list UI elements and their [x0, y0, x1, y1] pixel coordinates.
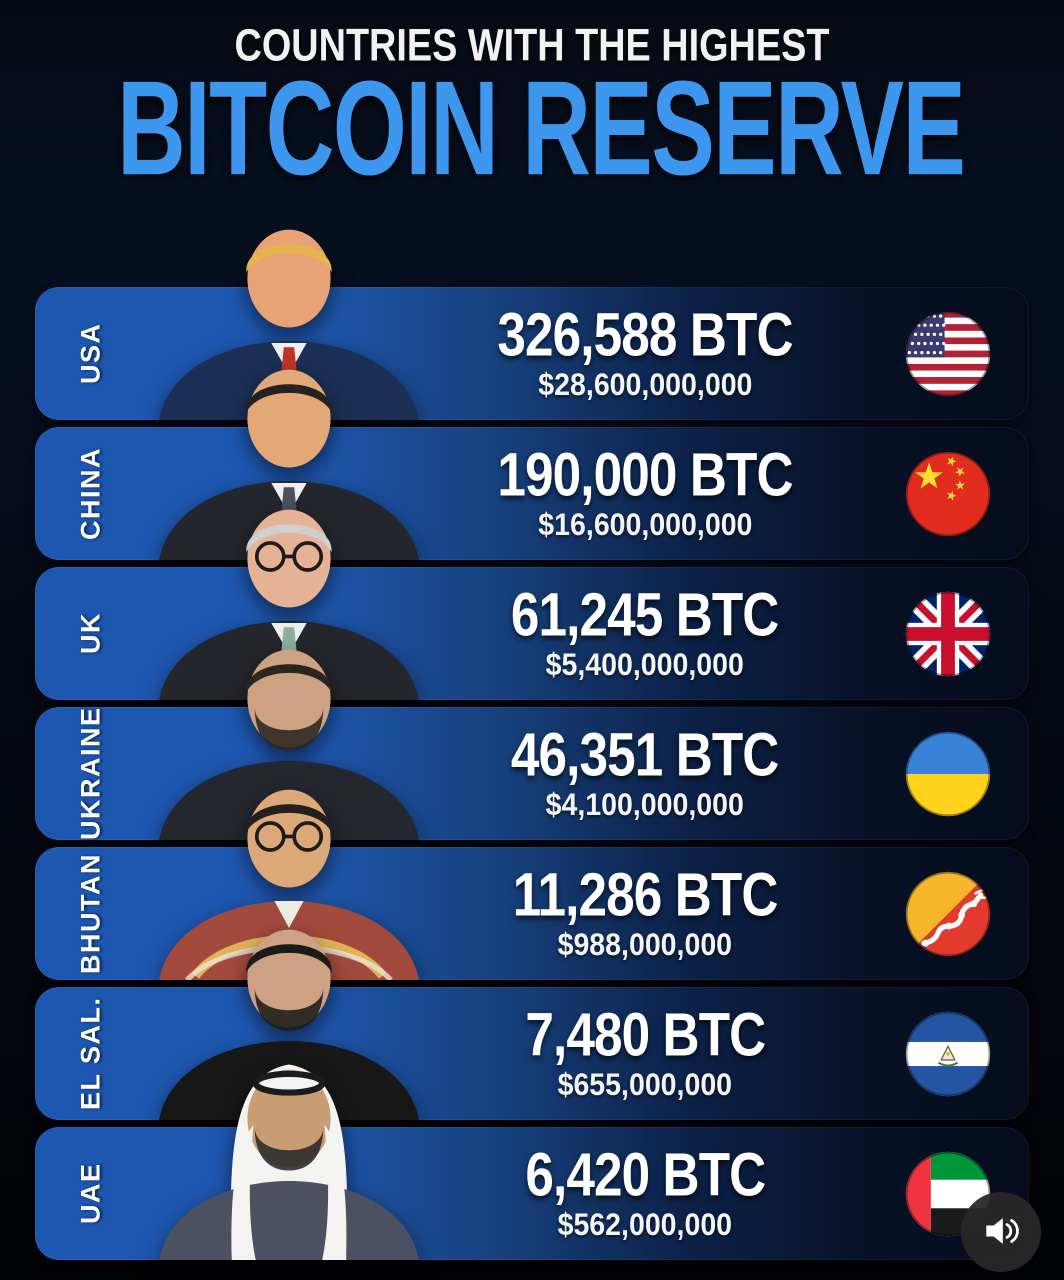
country-row: CHINA 190,000 BTC $16,600,000,000 — [35, 369, 1029, 560]
page-title: BITCOIN RESERVE — [117, 53, 966, 203]
country-row: UKRAINE 46,351 BTC $4,100,000,000 — [35, 649, 1029, 841]
country-row: BHUTAN 11,286 BTC $988,000,000 — [35, 789, 1029, 980]
leader-photo-usa — [133, 212, 445, 420]
reserve-values: 326,588 BTC $28,600,000,000 — [433, 287, 857, 420]
btc-amount: 7,480 BTC — [525, 999, 766, 1070]
btc-amount: 190,000 BTC — [497, 439, 793, 510]
usd-value: $562,000,000 — [557, 1206, 733, 1242]
btc-amount: 326,588 BTC — [497, 299, 793, 370]
usd-value: $655,000,000 — [557, 1066, 733, 1102]
reserve-values: 61,245 BTC $5,400,000,000 — [433, 567, 857, 700]
bt-flag-icon — [905, 871, 991, 957]
usd-value: $16,600,000,000 — [537, 506, 753, 542]
btc-amount: 46,351 BTC — [511, 719, 779, 790]
usd-value: $5,400,000,000 — [545, 646, 745, 682]
sound-toggle-button[interactable] — [961, 1192, 1041, 1272]
usd-value: $988,000,000 — [557, 926, 733, 962]
country-rows: USA 326,588 BTC $28,600,000,000 CHINA 19… — [35, 229, 1029, 1267]
reserve-values: 7,480 BTC $655,000,000 — [433, 987, 857, 1120]
usd-value: $4,100,000,000 — [545, 786, 745, 822]
country-label: UK — [75, 612, 106, 655]
sv-flag-icon — [905, 1011, 991, 1097]
ua-flag-icon — [905, 731, 991, 817]
country-label: USA — [75, 322, 106, 385]
reserve-values: 190,000 BTC $16,600,000,000 — [433, 427, 857, 560]
country-label: BHUTAN — [75, 853, 106, 974]
country-row: USA 326,588 BTC $28,600,000,000 — [35, 229, 1029, 420]
gb-flag-icon — [905, 591, 991, 677]
country-label: EL SAL. — [75, 996, 106, 1111]
country-row: UAE 6,420 BTC $562,000,000 — [35, 1064, 1029, 1260]
speaker-icon — [978, 1208, 1024, 1257]
btc-amount: 61,245 BTC — [511, 579, 779, 650]
country-label: CHINA — [75, 447, 106, 540]
country-row: EL SAL. 7,480 BTC $655,000,000 — [35, 929, 1029, 1120]
header: COUNTRIES WITH THE HIGHEST BITCOIN RESER… — [0, 0, 1064, 195]
usd-value: $28,600,000,000 — [537, 366, 753, 402]
us-flag-icon — [905, 311, 991, 397]
btc-amount: 11,286 BTC — [512, 859, 779, 930]
reserve-values: 6,420 BTC $562,000,000 — [433, 1127, 857, 1260]
title-kicker: COUNTRIES WITH THE HIGHEST — [234, 20, 830, 72]
country-row: UK 61,245 BTC $5,400,000,000 — [35, 509, 1029, 700]
reserve-values: 11,286 BTC $988,000,000 — [433, 847, 857, 980]
country-label: UAE — [75, 1162, 106, 1225]
reserve-values: 46,351 BTC $4,100,000,000 — [433, 707, 857, 840]
country-label: UKRAINE — [75, 706, 106, 841]
cn-flag-icon — [905, 451, 991, 537]
btc-amount: 6,420 BTC — [525, 1139, 766, 1210]
